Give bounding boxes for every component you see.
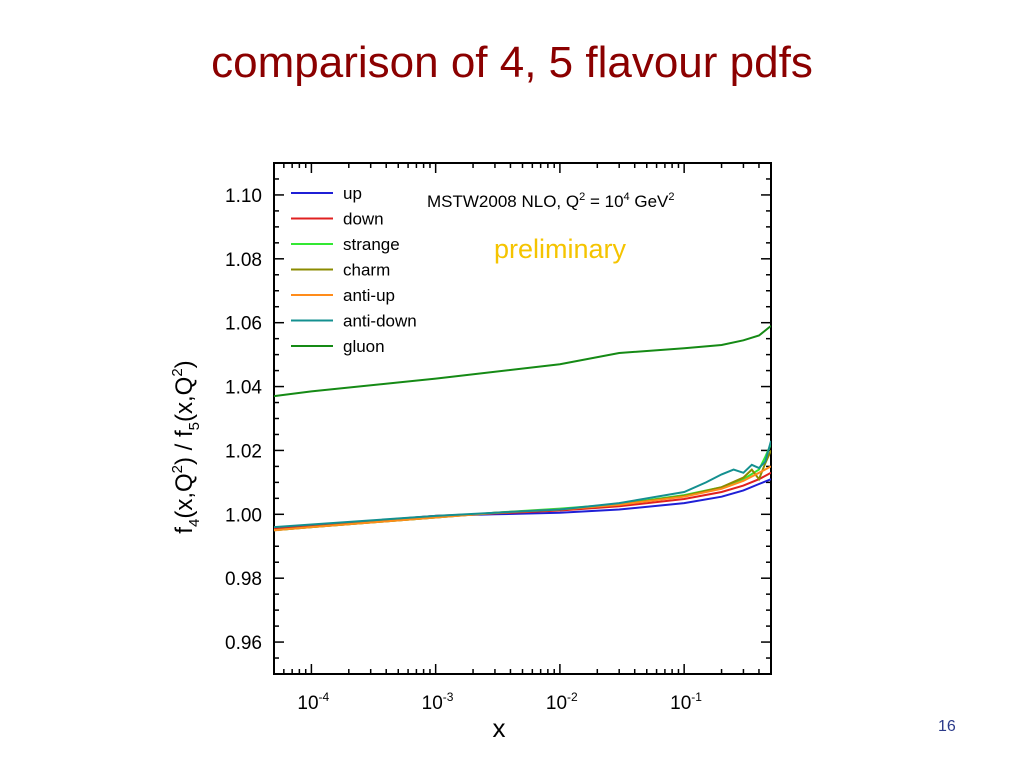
series-line-gluon bbox=[274, 325, 771, 398]
y-tick-label: 1.02 bbox=[225, 441, 262, 462]
legend-label-anti-up: anti-up bbox=[343, 286, 395, 305]
y-tick-label: 0.96 bbox=[225, 633, 262, 654]
series-line-anti-down bbox=[274, 440, 771, 529]
page-number: 16 bbox=[938, 718, 956, 735]
x-tick-label: 10-3 bbox=[422, 690, 454, 714]
legend-label-up: up bbox=[343, 184, 362, 203]
series-line-charm bbox=[274, 449, 771, 532]
x-tick-label: 10-4 bbox=[297, 690, 329, 714]
legend-label-gluon: gluon bbox=[343, 337, 385, 356]
slide-title: comparison of 4, 5 flavour pdfs bbox=[211, 38, 813, 87]
preliminary-watermark: preliminary bbox=[494, 234, 627, 264]
y-tick-label: 1.08 bbox=[225, 250, 262, 271]
y-tick-label: 1.00 bbox=[225, 505, 262, 526]
series-lines bbox=[274, 325, 771, 532]
legend-label-strange: strange bbox=[343, 235, 400, 254]
series-line-anti-up bbox=[274, 465, 771, 532]
x-axis-label: x bbox=[493, 713, 506, 743]
y-tick-label: 1.06 bbox=[225, 314, 262, 335]
x-tick-labels: 10-4 10-3 10-2 10-1 bbox=[297, 690, 702, 714]
y-axis-label: f4(x,Q2) / f5(x,Q2) bbox=[169, 360, 203, 533]
legend: up down strange charm anti-up anti-down gluon bbox=[291, 184, 417, 356]
y-tick-label: 1.10 bbox=[225, 186, 262, 207]
y-tick-label: 0.98 bbox=[225, 569, 262, 590]
x-tick-label: 10-1 bbox=[670, 690, 702, 714]
legend-label-down: down bbox=[343, 210, 384, 229]
y-tick-label: 1.04 bbox=[225, 378, 262, 399]
x-tick-label: 10-2 bbox=[546, 690, 578, 714]
legend-label-charm: charm bbox=[343, 261, 390, 280]
y-tick-labels: 0.96 0.98 1.00 1.02 1.04 1.06 1.08 1.10 bbox=[225, 186, 262, 654]
legend-label-anti-down: anti-down bbox=[343, 312, 417, 331]
chart-annotation: MSTW2008 NLO, Q2 = 104 GeV2 bbox=[427, 191, 675, 211]
